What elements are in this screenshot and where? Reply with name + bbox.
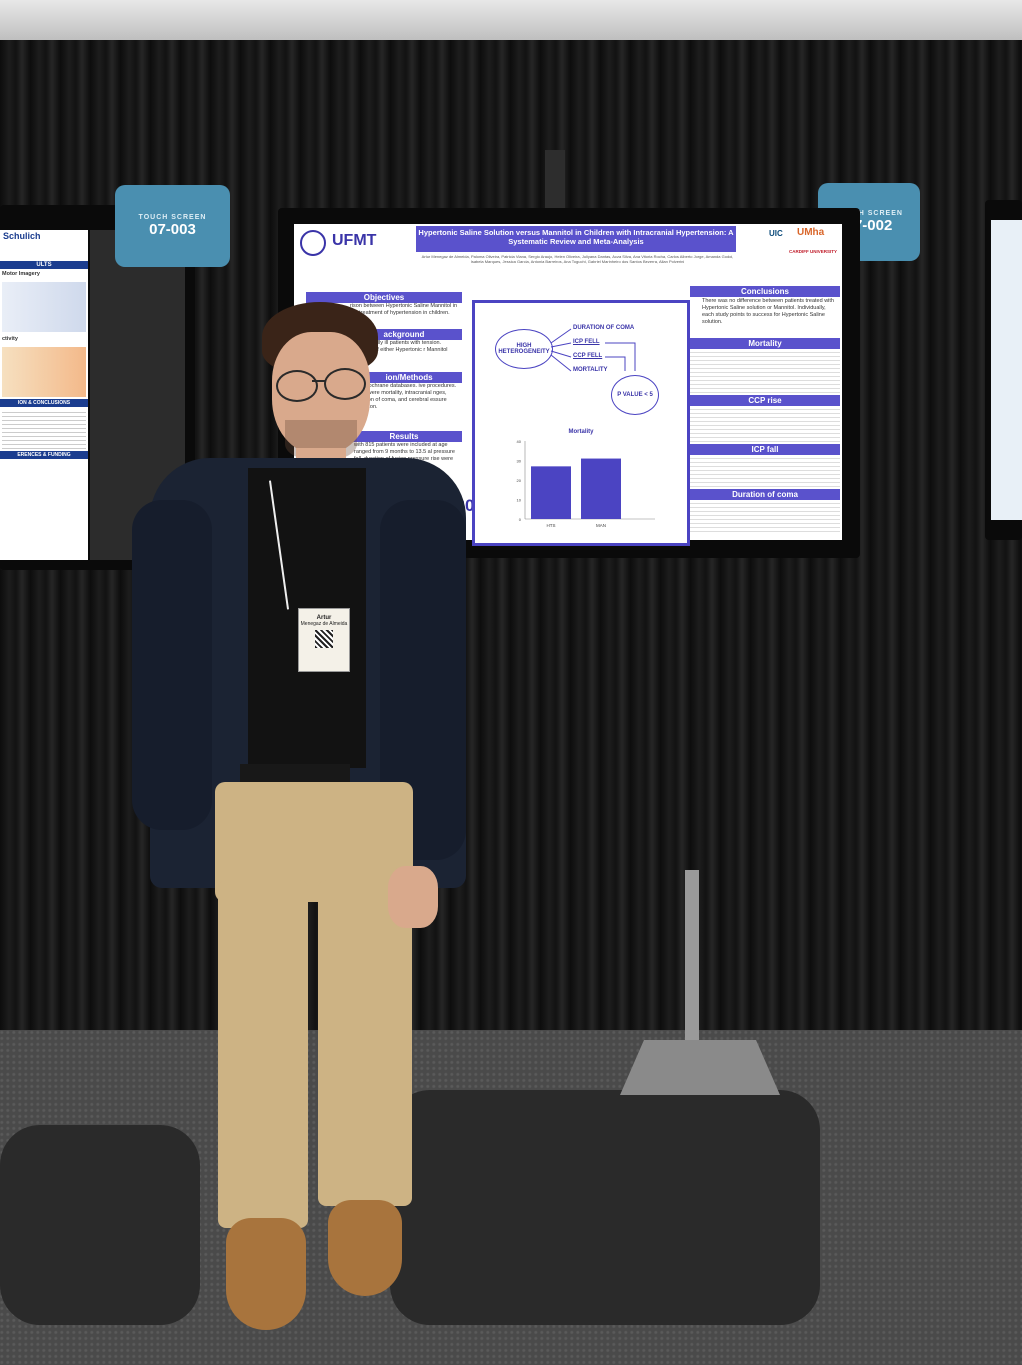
stand-pole: [685, 870, 699, 1060]
y-tick-label: 20: [517, 478, 522, 483]
chart-title: Mortality: [568, 429, 594, 435]
duration-coma-forest-plot: [690, 500, 840, 532]
left-poster-section-conclusions: ION & CONCLUSIONS: [0, 399, 88, 407]
heterogeneity-node: HIGH HETEROGENEITY: [495, 329, 553, 369]
poster-authors: Artur Menegaz de Almeida, Paloma Oliveir…: [421, 254, 734, 264]
cardiff-logo: CARDIFF UNIVERSITY: [789, 249, 838, 254]
left-poster-brain-figure: [2, 347, 86, 397]
monitor-mount-pole: [545, 150, 565, 210]
objectives-text: rison between Hypertonic Saline Mannitol…: [350, 303, 458, 316]
icp-fall-forest-plot: [690, 455, 840, 489]
booth-number: 07-003: [149, 221, 196, 238]
right-poster-screen: [991, 220, 1022, 520]
left-poster-section-results: ULTS: [0, 261, 88, 269]
y-tick-label: 40: [517, 439, 522, 444]
poster: UFMT Hypertonic Saline Solution versus M…: [294, 224, 842, 546]
left-poster-screen: Schulich ULTS Motor Imagery ctivity ION …: [0, 230, 88, 560]
left-poster-activity-label: ctivity: [2, 336, 18, 342]
outcome-ccp-fell: CCP FELL: [573, 353, 603, 359]
left-poster-logo: Schulich: [3, 231, 41, 241]
section-icp-fall: ICP fall: [690, 444, 840, 455]
partner-logos: UIC UMha CARDIFF UNIVERSITY: [769, 227, 839, 263]
floor-mat-left: [0, 1125, 200, 1325]
section-conclusions: Conclusions: [690, 286, 840, 297]
ceiling: [0, 0, 1022, 40]
stand-base: [620, 1040, 780, 1095]
results-text: with 815 patients were included at age r…: [354, 442, 455, 469]
y-tick-label: 30: [517, 459, 522, 464]
section-background: ackground: [306, 329, 462, 340]
poster-title: Hypertonic Saline Solution versus Mannit…: [416, 226, 736, 252]
x-tick-label: MAN: [596, 523, 606, 528]
section-duration-coma: Duration of coma: [690, 489, 840, 500]
left-poster-text: [2, 409, 86, 449]
left-column: Objectives rison between Hypertonic Sali…: [306, 292, 462, 486]
y-tick-label: 0: [519, 517, 522, 522]
x-tick-label: HTS: [547, 523, 556, 528]
outcome-mortality: MORTALITY: [573, 367, 608, 373]
um-logo: UMha: [797, 227, 825, 238]
institution-name: UFMT: [332, 232, 377, 249]
section-objectives: Objectives: [306, 292, 462, 303]
outcome-icp-fell: ICP FELL: [573, 339, 600, 345]
section-mortality: Mortality: [690, 338, 840, 349]
diagram-arrows: [550, 328, 636, 372]
right-column: Conclusions There was no difference betw…: [690, 286, 840, 532]
booth-sign-07-003: TOUCH SCREEN 07-003: [115, 185, 230, 267]
ufmt-seal-icon: [300, 230, 326, 256]
section-ccp-rise: CCP rise: [690, 395, 840, 406]
right-monitor: [985, 200, 1022, 540]
y-tick-label: 10: [517, 498, 522, 503]
conclusions-text: There was no difference between patients…: [702, 298, 834, 325]
p-value-node: P VALUE < 5: [611, 375, 659, 415]
methods-text: and Cochrane databases. ive procedures. …: [354, 383, 457, 410]
sign-caption: TOUCH SCREEN: [138, 214, 207, 221]
left-poster-section-references: ERENCES & FUNDING: [0, 451, 88, 459]
background-text: ed in critically ill patients with tensi…: [350, 340, 448, 353]
floor-mat-center: [390, 1090, 820, 1325]
mortality-forest-plot: [690, 349, 840, 395]
section-results: Results: [306, 431, 462, 442]
outcome-duration-coma: DURATION OF COMA: [573, 325, 635, 331]
uic-logo: UIC: [769, 229, 783, 238]
bar-man: [581, 458, 621, 519]
section-methods: ion/Methods: [306, 372, 462, 383]
bar-hts: [531, 466, 571, 519]
center-figure-box: HIGH HETEROGENEITY DURATION OF COMA ICP …: [472, 300, 690, 546]
mortality-bar-chart: Mortality 40 30 20 10 0 HTS MAN: [517, 429, 655, 528]
left-poster-figure: [2, 282, 86, 332]
sign-caption: TOUCH SCREEN: [835, 210, 903, 217]
left-poster-motor-label: Motor Imagery: [2, 271, 40, 277]
ccp-rise-forest-plot: [690, 406, 840, 444]
left-monitor-reflection: [90, 230, 185, 560]
